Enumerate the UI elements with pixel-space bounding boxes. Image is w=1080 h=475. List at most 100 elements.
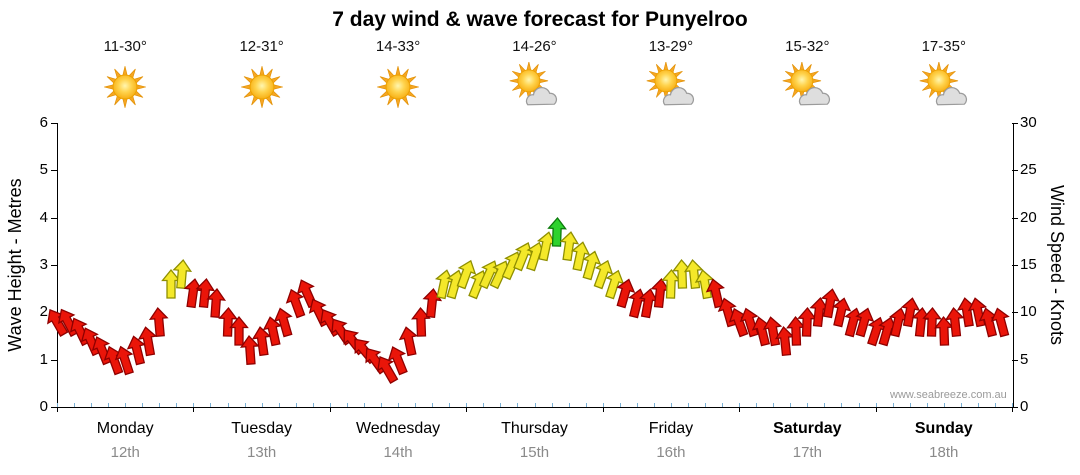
- time-minor-tick: [654, 403, 655, 407]
- time-minor-tick: [978, 403, 979, 407]
- time-minor-tick: [927, 403, 928, 407]
- temp-range: 13-29°: [648, 38, 694, 55]
- wind-arrow: [456, 260, 477, 290]
- wind-arrow: [605, 269, 625, 300]
- wind-arrow: [399, 326, 419, 357]
- sun-icon: [104, 66, 147, 108]
- time-minor-tick: [671, 403, 672, 407]
- right-axis-tick: [1012, 312, 1018, 313]
- time-minor-tick: [910, 403, 911, 407]
- time-minor-tick: [347, 403, 348, 407]
- wind-arrow: [240, 335, 260, 366]
- time-minor-tick: [995, 403, 996, 407]
- time-minor-tick: [279, 403, 280, 407]
- day-boundary-tick: [193, 407, 194, 412]
- day-boundary-tick: [1012, 407, 1013, 412]
- weather-icon: [57, 62, 193, 117]
- left-axis-tick-label: 1: [39, 351, 48, 368]
- page-title: 7 day wind & wave forecast for Punyelroo: [332, 8, 748, 31]
- left-axis-tick: [51, 360, 57, 361]
- wind-arrow: [706, 278, 726, 309]
- time-minor-tick: [210, 403, 211, 407]
- day-label: Friday: [648, 420, 694, 437]
- right-axis-tick: [1012, 360, 1018, 361]
- time-minor-tick: [193, 403, 194, 407]
- left-axis-tick-label: 3: [39, 256, 48, 273]
- time-minor-tick: [552, 403, 553, 407]
- wind-arrow: [149, 306, 169, 337]
- wind-arrow: [251, 325, 272, 356]
- wind-arrow: [990, 307, 1010, 338]
- weather-icon: [193, 62, 329, 117]
- date-label: 13th: [247, 444, 277, 461]
- temp-range: 11-30°: [103, 38, 147, 55]
- weather-icon: [876, 61, 1012, 117]
- time-minor-tick: [517, 403, 518, 407]
- time-minor-tick: [330, 403, 331, 407]
- time-minor-tick: [705, 403, 706, 407]
- time-minor-tick: [57, 403, 58, 407]
- right-axis-title: Wind Speed - Knots: [1047, 184, 1067, 346]
- time-minor-tick: [398, 403, 399, 407]
- time-minor-tick: [961, 403, 962, 407]
- left-axis-tick-label: 6: [39, 114, 48, 131]
- day-boundary-tick: [739, 407, 740, 412]
- wind-arrow: [387, 345, 408, 375]
- day-label: Wednesday: [355, 420, 441, 437]
- wind-arrow: [195, 278, 215, 309]
- temp-range: 17-35°: [921, 38, 966, 55]
- day-boundary-tick: [876, 407, 877, 412]
- weather-icon: [330, 62, 466, 117]
- wind-arrow: [559, 231, 579, 262]
- time-minor-tick: [142, 403, 143, 407]
- wind-arrow: [274, 307, 294, 338]
- time-minor-tick: [313, 403, 314, 407]
- time-minor-tick: [569, 403, 570, 407]
- time-minor-tick: [893, 403, 894, 407]
- left-axis-tick: [51, 407, 57, 408]
- wind-arrow: [137, 325, 158, 356]
- wind-arrow: [582, 250, 602, 281]
- right-axis-tick: [1012, 218, 1018, 219]
- right-axis-tick: [1012, 123, 1018, 124]
- time-minor-tick: [262, 403, 263, 407]
- day-boundary-tick: [466, 407, 467, 412]
- wind-arrow: [285, 288, 306, 319]
- right-axis-tick: [1012, 407, 1018, 408]
- day-label: Monday: [96, 420, 154, 437]
- date-label: 17th: [792, 444, 822, 461]
- left-axis-tick: [51, 170, 57, 171]
- sun-cloud-icon: [646, 61, 694, 106]
- date-label: 18th: [929, 444, 959, 461]
- wind-arrow: [262, 316, 283, 347]
- right-axis-tick-label: 30: [1020, 114, 1037, 131]
- time-minor-tick: [841, 403, 842, 407]
- date-label: 16th: [656, 444, 686, 461]
- wind-arrow: [410, 306, 431, 337]
- time-minor-tick: [637, 403, 638, 407]
- wind-arrow: [922, 306, 943, 337]
- time-minor-tick: [535, 403, 536, 407]
- time-minor-tick: [432, 403, 433, 407]
- wind-arrow: [126, 335, 146, 366]
- time-minor-tick: [91, 403, 92, 407]
- time-minor-tick: [176, 403, 177, 407]
- time-minor-tick: [228, 403, 229, 407]
- left-axis-tick-label: 4: [39, 209, 48, 226]
- wind-arrow: [206, 287, 227, 318]
- time-minor-tick: [74, 403, 75, 407]
- sun-icon: [377, 66, 419, 108]
- time-minor-tick: [824, 403, 825, 407]
- weather-icon: [603, 61, 739, 117]
- time-minor-tick: [807, 403, 808, 407]
- weather-icon: [739, 61, 875, 117]
- day-boundary-tick: [603, 407, 604, 412]
- sun-cloud-icon: [919, 61, 967, 106]
- time-minor-tick: [449, 403, 450, 407]
- right-axis-tick: [1012, 265, 1018, 266]
- wind-arrow: [228, 316, 249, 346]
- wind-arrow: [855, 307, 875, 338]
- day-boundary-tick: [57, 407, 58, 412]
- right-axis-tick-label: 15: [1020, 256, 1037, 273]
- date-label: 12th: [110, 444, 140, 461]
